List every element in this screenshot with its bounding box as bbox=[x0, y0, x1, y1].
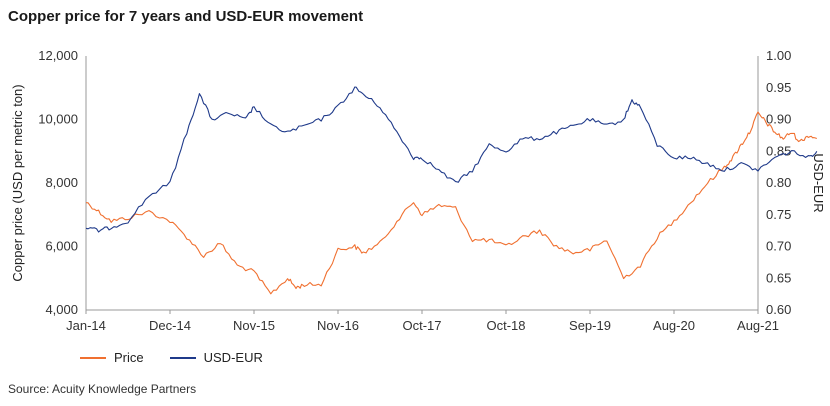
x-tick-label: Aug-21 bbox=[737, 318, 779, 333]
y-right-tick-label: 0.65 bbox=[766, 270, 791, 285]
y-right-tick-label: 0.95 bbox=[766, 80, 791, 95]
y-left-tick-labels: 4,000 6,000 8,000 10,000 12,000 bbox=[38, 48, 78, 317]
x-tick-label: Jan-14 bbox=[66, 318, 106, 333]
legend-item-price: Price bbox=[80, 350, 144, 365]
legend-swatch-price bbox=[80, 356, 106, 359]
x-tick-label: Nov-15 bbox=[233, 318, 275, 333]
x-tick-label: Aug-20 bbox=[653, 318, 695, 333]
x-tick-labels: Jan-14 Dec-14 Nov-15 Nov-16 Oct-17 Oct-18 Sep-… bbox=[66, 310, 779, 333]
legend-label-price: Price bbox=[114, 350, 144, 365]
x-tick-label: Sep-19 bbox=[569, 318, 611, 333]
y-right-tick-label: 0.75 bbox=[766, 207, 791, 222]
y-left-tick-label: 8,000 bbox=[45, 175, 78, 190]
y-left-tick-label: 6,000 bbox=[45, 239, 78, 254]
y-left-axis-title: Copper price (USD per metric ton) bbox=[10, 84, 25, 281]
series-line-usd-eur bbox=[85, 86, 818, 233]
legend-swatch-usd-eur bbox=[169, 356, 196, 359]
y-right-tick-label: 0.80 bbox=[766, 175, 791, 190]
y-right-tick-label: 1.00 bbox=[766, 48, 791, 63]
source-note: Source: Acuity Knowledge Partners bbox=[8, 382, 197, 396]
x-tick-label: Oct-18 bbox=[486, 318, 525, 333]
y-left-tick-label: 10,000 bbox=[38, 112, 78, 127]
series-lines bbox=[85, 86, 818, 295]
y-left-tick-label: 4,000 bbox=[45, 302, 78, 317]
chart-title: Copper price for 7 years and USD-EUR mov… bbox=[8, 8, 364, 25]
x-tick-label: Oct-17 bbox=[402, 318, 441, 333]
y-right-axis-title: USD-EUR bbox=[811, 153, 826, 212]
legend-label-usd-eur: USD-EUR bbox=[203, 350, 263, 365]
legend: Price USD-EUR bbox=[80, 350, 263, 365]
y-right-tick-label: 0.90 bbox=[766, 112, 791, 127]
y-right-tick-labels: 0.600.650.700.750.800.850.900.951.00 bbox=[766, 48, 791, 317]
x-tick-label: Dec-14 bbox=[149, 318, 191, 333]
y-right-tick-label: 0.60 bbox=[766, 302, 791, 317]
y-right-tick-label: 0.70 bbox=[766, 239, 791, 254]
legend-item-usd-eur: USD-EUR bbox=[169, 350, 263, 365]
x-tick-label: Nov-16 bbox=[317, 318, 359, 333]
series-line-price bbox=[85, 111, 817, 295]
y-left-tick-label: 12,000 bbox=[38, 48, 78, 63]
